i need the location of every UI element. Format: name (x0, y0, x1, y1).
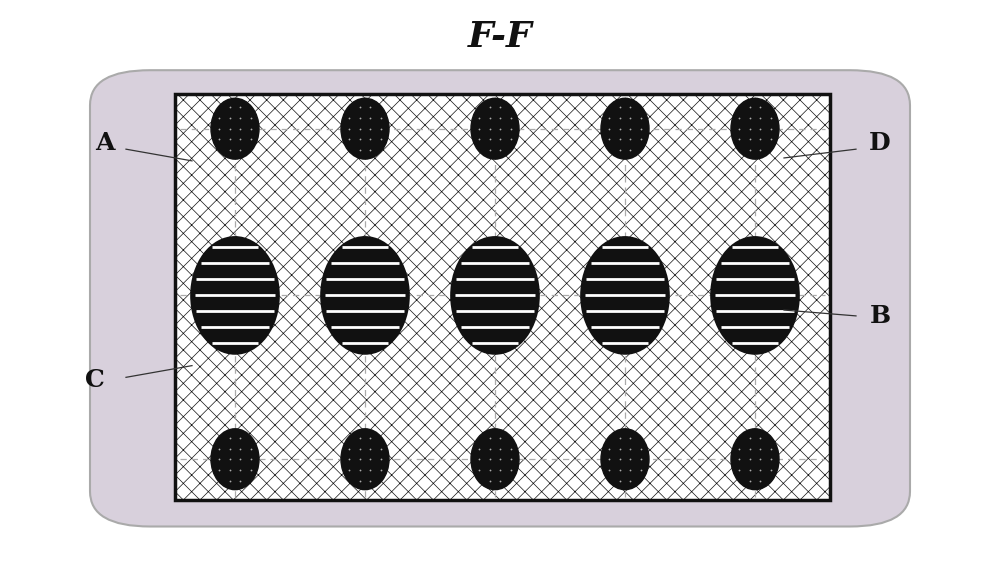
Ellipse shape (581, 237, 669, 354)
Bar (175, 94, 830, 500)
Ellipse shape (471, 429, 519, 490)
Ellipse shape (711, 237, 799, 354)
Ellipse shape (191, 237, 279, 354)
Ellipse shape (341, 429, 389, 490)
Ellipse shape (731, 429, 779, 490)
Ellipse shape (471, 98, 519, 159)
Ellipse shape (211, 429, 259, 490)
Ellipse shape (341, 98, 389, 159)
Ellipse shape (451, 237, 539, 354)
Ellipse shape (211, 98, 259, 159)
Ellipse shape (601, 98, 649, 159)
Bar (175, 94, 830, 500)
Ellipse shape (601, 429, 649, 490)
FancyBboxPatch shape (90, 70, 910, 526)
Text: C: C (85, 368, 105, 393)
Text: A: A (95, 131, 115, 156)
Ellipse shape (321, 237, 409, 354)
Text: D: D (869, 131, 891, 156)
Ellipse shape (731, 98, 779, 159)
Text: B: B (869, 304, 891, 328)
Text: F-F: F-F (468, 20, 532, 54)
